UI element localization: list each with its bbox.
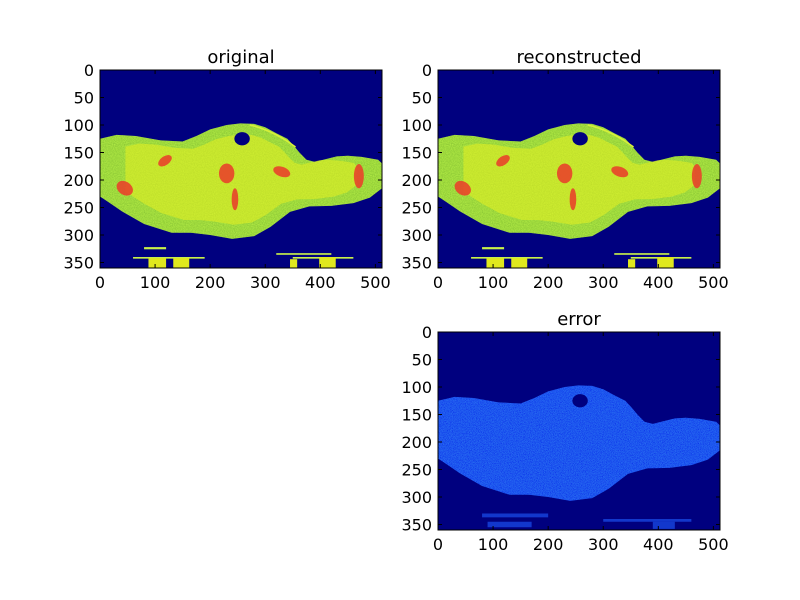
x-axis: 0 100 200 300 400 500 [433, 332, 729, 554]
y-tick-label: 350 [63, 254, 94, 273]
bottom-blob [173, 258, 190, 268]
hot-spot [353, 164, 364, 189]
y-tick-label: 0 [422, 323, 432, 342]
skin-arc [249, 124, 297, 148]
bottom-strip [603, 519, 692, 522]
x-tick-label: 0 [95, 273, 105, 292]
x-tick-label: 300 [250, 273, 281, 292]
bottom-blob [319, 257, 336, 268]
y-tick-label: 250 [63, 199, 94, 218]
hot-spot [273, 166, 291, 178]
x-tick-label: 300 [588, 273, 619, 292]
axes-frame [437, 69, 721, 269]
hot-spot [691, 164, 702, 189]
panel-original: original 0 100 200 300 400 500 0 50 100 150 200 25… [63, 47, 390, 292]
y-tick-label: 150 [401, 406, 432, 425]
x-tick-label: 100 [478, 535, 509, 554]
y-tick-label: 250 [401, 199, 432, 218]
skin-arc [587, 124, 635, 148]
bottom-strip [144, 247, 167, 250]
x-tick-label: 300 [588, 535, 619, 554]
x-tick-label: 400 [305, 273, 336, 292]
bottom-blob [628, 259, 636, 268]
hole [572, 394, 588, 408]
y-axis: 0 50 100 150 200 250 300 350 [401, 61, 720, 273]
hot-spot [158, 155, 172, 167]
axes-frame [99, 69, 383, 269]
y-tick-label: 0 [422, 61, 432, 80]
bottom-strip [482, 513, 549, 518]
hot-spot [611, 166, 629, 178]
y-tick-label: 100 [63, 116, 94, 135]
panel-reconstructed: reconstructed 0 100 200 300 400 500 0 50 100 150… [401, 47, 728, 292]
bottom-strip [614, 253, 670, 255]
bottom-strip [487, 521, 532, 528]
x-tick-label: 500 [698, 535, 729, 554]
y-tick-label: 100 [401, 116, 432, 135]
y-tick-label: 150 [63, 144, 94, 163]
bottom-strip [652, 521, 675, 529]
x-axis: 0 100 200 300 400 500 [95, 70, 391, 292]
y-tick-label: 150 [401, 144, 432, 163]
bottom-strip [471, 257, 543, 259]
bottom-blob [511, 258, 528, 268]
hot-spot [496, 155, 510, 167]
hot-spot [556, 163, 573, 184]
y-tick-label: 100 [401, 378, 432, 397]
y-tick-label: 350 [401, 254, 432, 273]
y-tick-label: 50 [74, 89, 94, 108]
y-tick-label: 300 [63, 226, 94, 245]
x-tick-label: 200 [195, 273, 226, 292]
x-tick-label: 0 [433, 273, 443, 292]
y-tick-label: 0 [84, 61, 94, 80]
y-tick-label: 200 [63, 171, 94, 190]
x-axis: 0 100 200 300 400 500 [433, 70, 729, 292]
y-tick-label: 250 [401, 461, 432, 480]
x-tick-label: 0 [433, 535, 443, 554]
x-tick-label: 200 [533, 535, 564, 554]
hole [234, 132, 250, 146]
y-tick-label: 200 [401, 171, 432, 190]
hot-spot [454, 180, 471, 196]
x-tick-label: 500 [360, 273, 391, 292]
hot-spot [231, 188, 239, 211]
panel-title: original [207, 47, 274, 68]
bottom-strip [482, 247, 505, 250]
body-interior [125, 134, 357, 225]
y-tick-label: 300 [401, 226, 432, 245]
image-original [100, 70, 382, 268]
hot-spot [116, 180, 133, 196]
panel-title: error [557, 309, 601, 330]
body-interior [463, 134, 695, 225]
axes-frame [437, 331, 721, 531]
panel-error: error 0 100 200 300 400 500 0 50 100 150 200 250 30… [401, 309, 728, 554]
y-axis: 0 50 100 150 200 250 300 350 [401, 323, 720, 535]
x-tick-label: 100 [140, 273, 171, 292]
y-tick-label: 50 [412, 89, 432, 108]
bottom-blob [148, 258, 167, 268]
y-axis: 0 50 100 150 200 250 300 350 [63, 61, 382, 273]
bottom-blob [290, 259, 298, 268]
image-reconstructed [438, 70, 720, 268]
bottom-blob [657, 257, 674, 268]
y-tick-label: 200 [401, 433, 432, 452]
hot-spot [569, 188, 577, 211]
bottom-blob [486, 258, 505, 268]
y-tick-label: 300 [401, 488, 432, 507]
panel-title: reconstructed [516, 47, 641, 68]
y-tick-label: 350 [401, 516, 432, 535]
x-tick-label: 400 [643, 273, 674, 292]
y-tick-label: 50 [412, 351, 432, 370]
hot-spot [218, 163, 235, 184]
x-tick-label: 500 [698, 273, 729, 292]
x-tick-label: 400 [643, 535, 674, 554]
hole [572, 132, 588, 146]
body-region [438, 385, 720, 501]
bottom-strip [276, 253, 332, 255]
x-tick-label: 200 [533, 273, 564, 292]
image-error [438, 332, 720, 530]
bottom-strip [133, 257, 205, 259]
x-tick-label: 100 [478, 273, 509, 292]
